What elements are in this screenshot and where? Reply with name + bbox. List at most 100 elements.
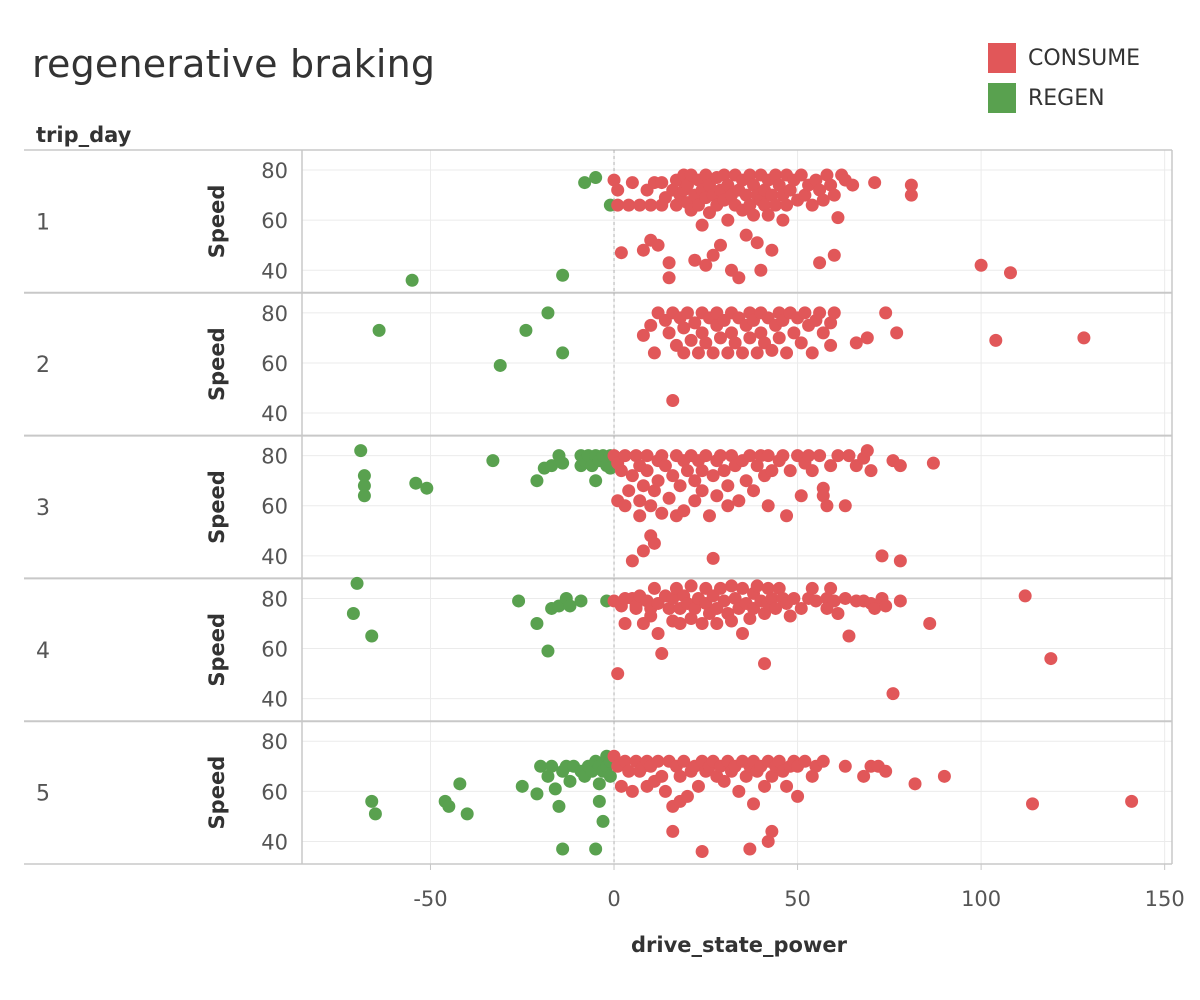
- data-point-consume: [706, 346, 720, 360]
- data-point-consume: [622, 484, 636, 498]
- data-point-consume: [662, 491, 676, 505]
- data-point-consume: [813, 183, 827, 197]
- data-point-consume: [680, 464, 694, 478]
- data-point-consume: [838, 499, 852, 513]
- data-point-regen: [563, 599, 577, 613]
- data-point-consume: [875, 549, 889, 563]
- data-point-regen: [603, 769, 617, 783]
- data-point-consume: [728, 336, 742, 350]
- data-point-consume: [802, 449, 816, 463]
- data-point-consume: [813, 306, 827, 320]
- data-point-consume: [743, 331, 757, 345]
- legend-item-consume[interactable]: CONSUME: [988, 38, 1140, 78]
- data-point-consume: [695, 616, 709, 630]
- data-point-consume: [717, 594, 731, 608]
- data-point-consume: [805, 346, 819, 360]
- data-point-regen: [357, 469, 371, 483]
- data-point-consume: [691, 346, 705, 360]
- data-point-regen: [372, 323, 386, 337]
- data-point-regen: [589, 842, 603, 856]
- y-tick-label: 60: [261, 495, 288, 519]
- data-point-consume: [842, 449, 856, 463]
- y-axis-title: Speed: [205, 470, 229, 544]
- data-point-consume: [732, 494, 746, 508]
- data-point-consume: [1125, 794, 1139, 808]
- y-tick-label: 60: [261, 780, 288, 804]
- data-point-consume: [879, 764, 893, 778]
- data-point-consume: [625, 784, 639, 798]
- data-point-consume: [721, 479, 735, 493]
- data-point-consume: [893, 554, 907, 568]
- data-point-consume: [765, 243, 779, 257]
- data-point-consume: [893, 594, 907, 608]
- data-point-consume: [651, 627, 665, 641]
- data-point-consume: [754, 263, 768, 277]
- y-tick-label: 80: [261, 587, 288, 611]
- data-point-consume: [695, 218, 709, 232]
- data-point-consume: [677, 321, 691, 335]
- data-point-consume: [736, 346, 750, 360]
- trip-day-label: 3: [36, 496, 50, 521]
- x-axis-title: drive_state_power: [631, 933, 848, 957]
- data-point-consume: [747, 208, 761, 222]
- data-point-consume: [618, 616, 632, 630]
- data-point-consume: [886, 687, 900, 701]
- data-point-regen: [357, 479, 371, 493]
- data-point-consume: [765, 343, 779, 357]
- data-point-consume: [1018, 589, 1032, 603]
- data-point-consume: [824, 338, 838, 352]
- data-point-consume: [754, 326, 768, 340]
- y-tick-label: 40: [261, 259, 288, 283]
- data-point-consume: [724, 326, 738, 340]
- data-point-consume: [647, 484, 661, 498]
- data-point-regen: [589, 171, 603, 185]
- data-point-consume: [655, 176, 669, 190]
- data-point-consume: [713, 581, 727, 595]
- legend-item-regen[interactable]: REGEN: [988, 78, 1140, 118]
- data-point-consume: [669, 198, 683, 212]
- data-point-regen: [409, 476, 423, 490]
- data-point-consume: [684, 333, 698, 347]
- data-point-consume: [706, 551, 720, 565]
- y-tick-label: 60: [261, 638, 288, 662]
- data-point-consume: [937, 769, 951, 783]
- data-point-regen: [563, 774, 577, 788]
- data-point-consume: [702, 509, 716, 523]
- data-point-consume: [640, 449, 654, 463]
- data-point-consume: [842, 629, 856, 643]
- data-point-consume: [739, 769, 753, 783]
- data-point-consume: [827, 306, 841, 320]
- data-point-consume: [827, 188, 841, 202]
- data-point-consume: [761, 581, 775, 595]
- data-point-regen: [515, 779, 529, 793]
- y-tick-label: 60: [261, 209, 288, 233]
- data-point-consume: [614, 246, 628, 260]
- data-point-consume: [666, 591, 680, 605]
- y-axis-title: Speed: [205, 756, 229, 830]
- data-point-consume: [680, 178, 694, 192]
- x-tick-label: 100: [961, 887, 1001, 911]
- data-point-consume: [662, 326, 676, 340]
- data-point-consume: [750, 236, 764, 250]
- data-point-consume: [647, 346, 661, 360]
- data-point-consume: [798, 306, 812, 320]
- data-point-consume: [655, 506, 669, 520]
- data-point-consume: [923, 616, 937, 630]
- data-point-consume: [794, 168, 808, 182]
- data-point-regen: [530, 474, 544, 488]
- data-point-consume: [816, 754, 830, 768]
- data-point-consume: [904, 178, 918, 192]
- data-point-consume: [772, 331, 786, 345]
- data-point-consume: [776, 213, 790, 227]
- data-point-consume: [765, 188, 779, 202]
- data-point-consume: [680, 306, 694, 320]
- data-point-consume: [761, 208, 775, 222]
- data-point-consume: [743, 449, 757, 463]
- data-point-consume: [662, 271, 676, 285]
- data-point-regen: [545, 759, 559, 773]
- data-point-consume: [724, 614, 738, 628]
- data-point-consume: [721, 178, 735, 192]
- data-point-consume: [743, 168, 757, 182]
- data-point-consume: [739, 228, 753, 242]
- data-point-consume: [721, 213, 735, 227]
